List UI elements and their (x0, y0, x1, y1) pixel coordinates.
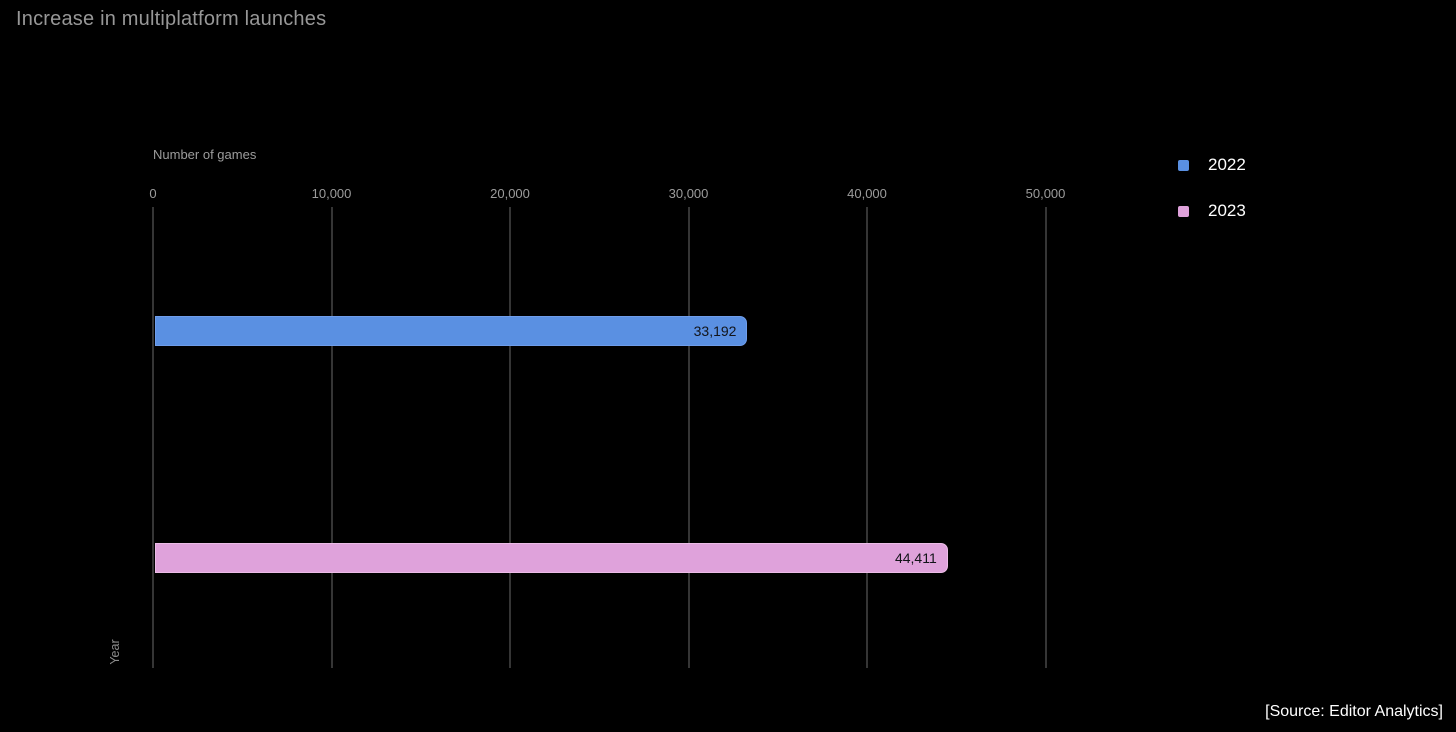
gridline-50,000 (1044, 207, 1047, 668)
legend-item-2022: 2022 (1178, 155, 1246, 175)
legend: 2022 2023 (1178, 155, 1246, 247)
x-tick-label: 0 (149, 186, 157, 201)
legend-label: 2022 (1208, 155, 1246, 174)
x-tick-label: 10,000 (311, 186, 352, 201)
bar-value-label-2022: 33,192 (693, 323, 737, 339)
chart-title: Increase in multiplatform launches (16, 8, 327, 30)
x-tick-label: 30,000 (668, 186, 709, 201)
plot-area: 0 10,000 20,000 30,000 40,000 50,000 33,192 44,… (149, 186, 1065, 668)
legend-item-2023: 2023 (1178, 201, 1246, 221)
source-note: [Source: Editor Analytics] (1265, 703, 1443, 720)
gridline-0 (152, 207, 154, 668)
bar-2022: 33,192 (155, 316, 748, 346)
legend-swatch-icon (1178, 159, 1189, 171)
gridline-30,000 (687, 207, 690, 668)
gridline-40,000 (866, 207, 868, 668)
bar-2023: 44,411 (155, 543, 948, 573)
x-tick-label: 50,000 (1025, 186, 1066, 201)
y-axis-title: Year (108, 639, 122, 665)
legend-label: 2023 (1208, 201, 1246, 220)
gridline-20,000 (509, 207, 511, 668)
legend-swatch-icon (1178, 205, 1189, 217)
x-tick-label: 20,000 (490, 186, 530, 201)
x-tick-label: 40,000 (847, 186, 887, 201)
bar-value-label-2023: 44,411 (894, 550, 937, 566)
gridline-10,000 (330, 207, 333, 668)
x-axis-title: Number of games (153, 147, 257, 162)
